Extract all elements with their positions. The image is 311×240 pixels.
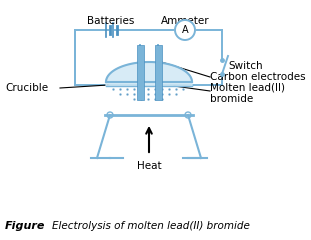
Text: Heat: Heat — [137, 161, 161, 171]
Bar — [137, 45, 143, 100]
Text: Batteries: Batteries — [87, 16, 135, 26]
Circle shape — [175, 20, 195, 40]
Text: Molten lead(II)
bromide: Molten lead(II) bromide — [210, 82, 285, 104]
Text: Crucible: Crucible — [5, 83, 48, 93]
Text: Carbon electrodes: Carbon electrodes — [210, 72, 306, 82]
Text: A: A — [182, 25, 188, 35]
Polygon shape — [106, 62, 192, 86]
Text: Figure: Figure — [5, 221, 45, 231]
Text: Electrolysis of molten lead(II) bromide: Electrolysis of molten lead(II) bromide — [52, 221, 250, 231]
Text: Switch: Switch — [228, 61, 262, 71]
Bar — [155, 45, 161, 100]
Text: Ammeter: Ammeter — [161, 16, 209, 26]
